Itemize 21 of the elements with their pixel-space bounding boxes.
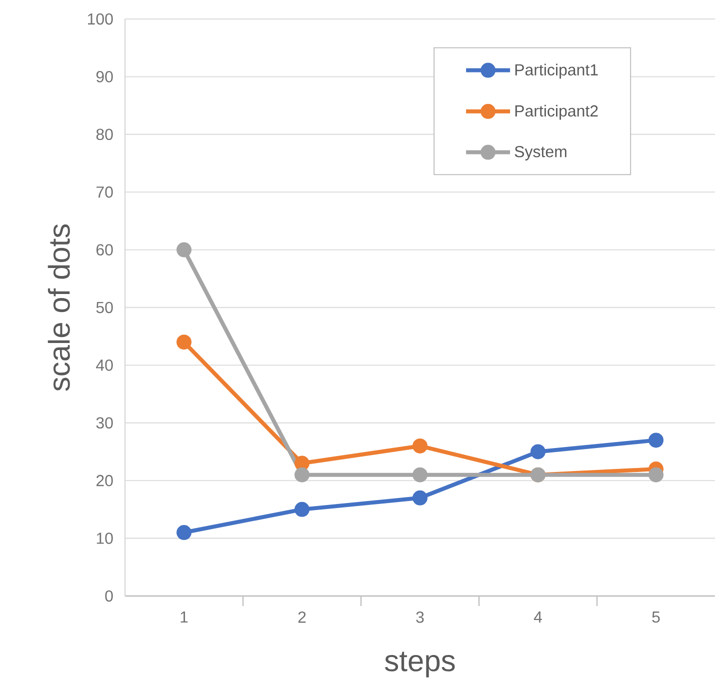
legend-label: System bbox=[514, 146, 566, 160]
y-tick-label: 0 bbox=[105, 590, 113, 602]
x-axis-title: steps bbox=[384, 652, 455, 678]
y-tick-label: 30 bbox=[96, 417, 113, 429]
y-tick-label: 80 bbox=[96, 128, 113, 140]
legend-label: Participant2 bbox=[515, 104, 598, 120]
y-tick-label: 60 bbox=[96, 244, 113, 256]
x-tick-label: 4 bbox=[534, 612, 542, 623]
y-tick-label: 50 bbox=[96, 302, 113, 314]
x-tick-label: 1 bbox=[180, 612, 188, 623]
y-tick-label: 20 bbox=[96, 474, 113, 486]
y-tick-label: 10 bbox=[96, 532, 113, 544]
y-tick-label: 100 bbox=[88, 13, 113, 25]
y-tick-label: 70 bbox=[96, 186, 113, 198]
y-axis-title: scale of dots bbox=[48, 224, 70, 391]
y-tick-label: 90 bbox=[96, 71, 113, 82]
x-tick-label: 5 bbox=[652, 612, 660, 623]
x-tick-label: 2 bbox=[298, 612, 306, 623]
x-tick-label: 3 bbox=[416, 612, 424, 623]
y-tick-label: 40 bbox=[96, 360, 113, 371]
legend-label: Participant1 bbox=[515, 64, 598, 79]
